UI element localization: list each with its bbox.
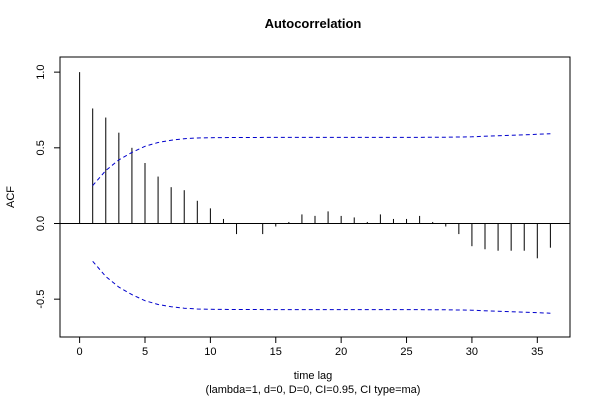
x-tick-label: 20 (335, 346, 347, 358)
x-tick-label: 0 (77, 346, 83, 358)
x-tick-label: 30 (466, 346, 478, 358)
x-tick-label: 5 (142, 346, 148, 358)
y-tick-label: 0.0 (35, 216, 47, 231)
y-axis: -0.5 0.0 0.5 1.0 (35, 64, 61, 309)
acf-bars (79, 72, 551, 259)
ci-upper-line (92, 133, 551, 186)
y-tick-label: -0.5 (35, 290, 47, 309)
x-tick-label: 25 (400, 346, 412, 358)
x-tick-label: 15 (270, 346, 282, 358)
y-tick-label: 1.0 (35, 64, 47, 79)
chart-subtitle: (lambda=1, d=0, D=0, CI=0.95, CI type=ma… (206, 384, 421, 396)
x-tick-label: 10 (204, 346, 216, 358)
x-tick-label: 35 (531, 346, 543, 358)
x-axis: 0 5 10 15 20 25 30 35 (77, 336, 543, 358)
x-axis-label: time lag (294, 370, 333, 382)
y-axis-label: ACF (5, 186, 17, 208)
plot-frame (59, 56, 571, 338)
ci-lower-line (92, 260, 551, 314)
chart-title: Autocorrelation (265, 16, 362, 31)
y-tick-label: 0.5 (35, 140, 47, 155)
